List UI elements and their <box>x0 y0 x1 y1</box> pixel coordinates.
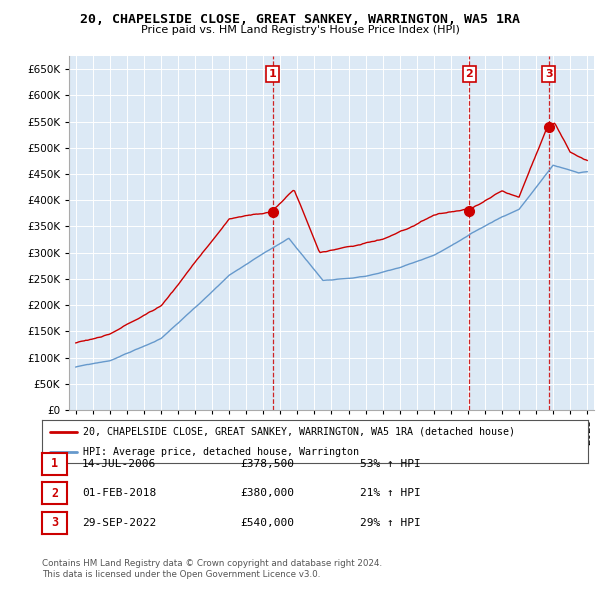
Text: 3: 3 <box>545 69 553 78</box>
Text: 3: 3 <box>51 516 58 529</box>
Text: 1: 1 <box>51 457 58 470</box>
Text: Price paid vs. HM Land Registry's House Price Index (HPI): Price paid vs. HM Land Registry's House … <box>140 25 460 35</box>
Text: HPI: Average price, detached house, Warrington: HPI: Average price, detached house, Warr… <box>83 447 359 457</box>
Text: 1: 1 <box>269 69 277 78</box>
Text: 20, CHAPELSIDE CLOSE, GREAT SANKEY, WARRINGTON, WA5 1RA (detached house): 20, CHAPELSIDE CLOSE, GREAT SANKEY, WARR… <box>83 427 515 437</box>
Text: 53% ↑ HPI: 53% ↑ HPI <box>360 459 421 468</box>
Text: 14-JUL-2006: 14-JUL-2006 <box>82 459 157 468</box>
Text: 29% ↑ HPI: 29% ↑ HPI <box>360 518 421 527</box>
Text: 2: 2 <box>466 69 473 78</box>
Text: Contains HM Land Registry data © Crown copyright and database right 2024.: Contains HM Land Registry data © Crown c… <box>42 559 382 568</box>
Text: This data is licensed under the Open Government Licence v3.0.: This data is licensed under the Open Gov… <box>42 571 320 579</box>
Text: 2: 2 <box>51 487 58 500</box>
Text: £378,500: £378,500 <box>240 459 294 468</box>
Text: 01-FEB-2018: 01-FEB-2018 <box>82 489 157 498</box>
Text: £380,000: £380,000 <box>240 489 294 498</box>
Text: £540,000: £540,000 <box>240 518 294 527</box>
Text: 21% ↑ HPI: 21% ↑ HPI <box>360 489 421 498</box>
Text: 20, CHAPELSIDE CLOSE, GREAT SANKEY, WARRINGTON, WA5 1RA: 20, CHAPELSIDE CLOSE, GREAT SANKEY, WARR… <box>80 13 520 26</box>
Text: 29-SEP-2022: 29-SEP-2022 <box>82 518 157 527</box>
